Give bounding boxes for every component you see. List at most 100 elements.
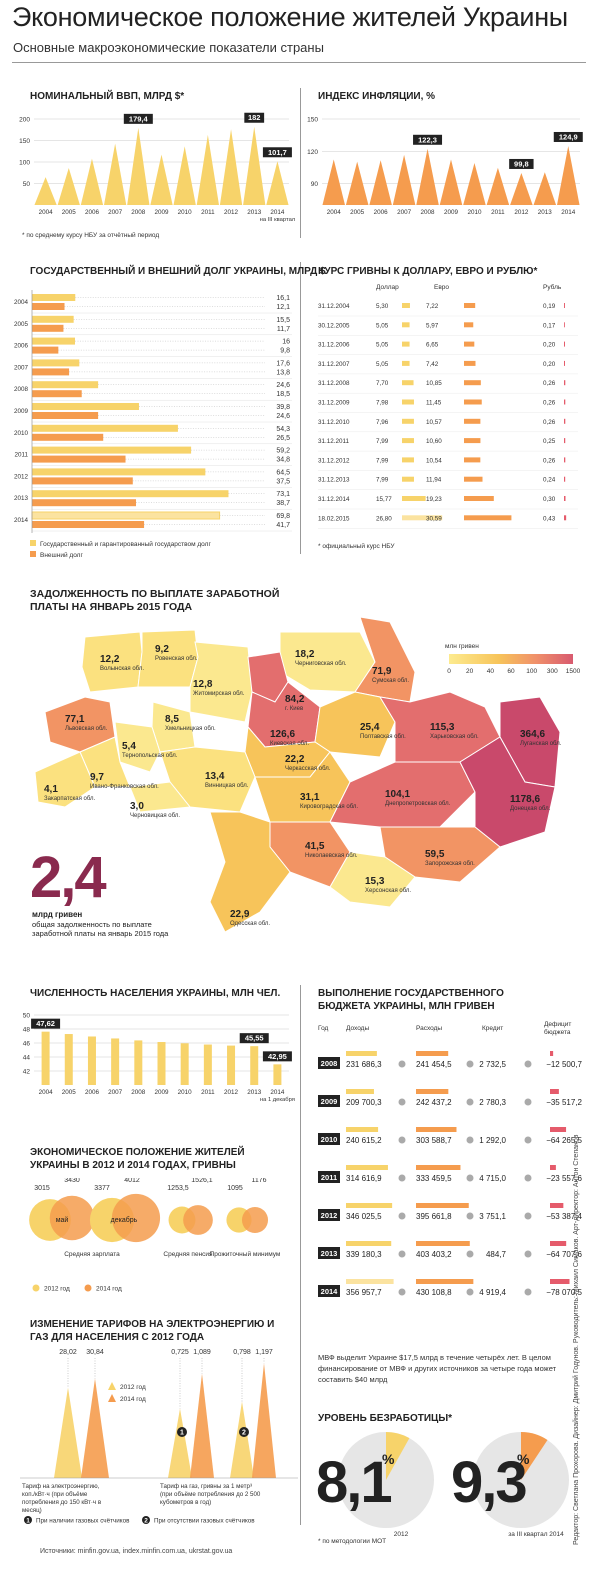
bubble-2014 — [49, 1195, 95, 1241]
minus-icon — [524, 1098, 532, 1106]
deficit-value: −35 517,2 — [546, 1098, 582, 1107]
usd-bar — [402, 418, 414, 424]
eur-bar — [464, 399, 482, 405]
minus-icon — [398, 1288, 406, 1296]
debt-legend-2: Внешний долг — [30, 551, 83, 559]
x-tick-label: 2010 — [178, 1089, 193, 1096]
column-divider — [300, 985, 301, 1525]
population-bar — [180, 1043, 189, 1085]
exchange-title: КУРС ГРИВНЫ К ДОЛЛАРУ, ЕВРО И РУБЛЮ* — [318, 266, 538, 277]
deficit-bar — [550, 1203, 564, 1208]
debt-value: 16,1 — [276, 295, 290, 302]
unemployment-slice — [386, 1432, 410, 1480]
region-name: Днепропетровская обл. — [385, 801, 451, 807]
debt-value: 34,8 — [276, 457, 290, 464]
group-name: Средняя зарплата — [64, 1251, 120, 1258]
debt-bar — [32, 294, 76, 301]
year-label: 2012 — [14, 473, 29, 480]
legend-unit: млн гривен — [445, 643, 479, 650]
date-label: 30.12.2005 — [318, 322, 350, 329]
legend-label: 2012 год — [120, 1384, 146, 1391]
expense-value: 333 459,5 — [416, 1174, 452, 1183]
y-tick-label: 44 — [23, 1055, 31, 1062]
region-name: Киевская обл. — [270, 741, 309, 747]
legend-tick: 60 — [507, 668, 515, 675]
debt-bar — [32, 412, 99, 419]
debt-value: 39,8 — [276, 404, 290, 411]
credit-value: 4 715,0 — [479, 1174, 506, 1183]
x-tick-label: 2006 — [374, 209, 389, 216]
date-label: 31.12.2007 — [318, 361, 350, 368]
debt-value: 18,5 — [276, 391, 290, 398]
year-label: 2014 — [14, 517, 29, 524]
population-bar — [134, 1040, 143, 1085]
callout-label: 101,7 — [268, 148, 287, 157]
unemployment-footnote: * по методологии МОТ — [318, 1538, 387, 1545]
x-tick-label: 2004 — [327, 209, 342, 216]
year-label: 2007 — [14, 364, 29, 371]
region-value: 126,6 — [270, 729, 295, 740]
rub-value: 0,20 — [543, 342, 556, 349]
region-value: 5,4 — [122, 741, 136, 752]
usd-value: 7,99 — [376, 457, 389, 464]
region-shape — [189, 641, 253, 723]
expense-value: 430 108,8 — [416, 1288, 452, 1297]
region-value: 9,7 — [90, 772, 104, 783]
unemployment-caption: 2012 — [394, 1531, 409, 1538]
x-tick-label: 2013 — [247, 1089, 262, 1096]
x-tick-label: 2007 — [108, 1089, 123, 1096]
value-spike — [34, 177, 57, 205]
x-tick-label: 2004 — [39, 209, 54, 216]
minus-icon — [466, 1250, 474, 1258]
y-tick-label: 150 — [19, 138, 30, 145]
year-badge — [318, 1095, 340, 1107]
deficit-value: −78 070,5 — [546, 1288, 582, 1297]
column-header: Доллар — [376, 284, 399, 291]
total-arrears-desc: общая задолженность по выплате заработно… — [32, 920, 169, 938]
legend-label: Внешний долг — [40, 552, 83, 559]
value-spike — [510, 172, 533, 205]
rub-value: 0,30 — [543, 496, 556, 503]
legend-label: Государственный и гарантированный госуда… — [40, 541, 211, 548]
x-tick-label: 2007 — [108, 209, 123, 216]
region-name: Винницкая обл. — [205, 783, 249, 789]
callout-box — [553, 131, 583, 142]
year-badge — [318, 1133, 340, 1145]
region-name: Херсонская обл. — [365, 888, 411, 894]
eur-value: 30,59 — [426, 515, 442, 522]
debt-bar — [32, 424, 178, 432]
callout-label: 47,62 — [36, 1019, 55, 1028]
region-name: Тернопольская обл. — [122, 753, 178, 759]
rub-bar — [564, 399, 566, 405]
region-name: Львовская обл. — [65, 726, 108, 732]
debt-bar — [32, 446, 192, 454]
income-bar — [346, 1089, 374, 1094]
rub-bar — [564, 515, 567, 521]
region-name: Черкасская обл. — [285, 766, 331, 772]
year-badge — [318, 1057, 340, 1069]
expense-value: 403 403,2 — [416, 1250, 452, 1259]
date-label: 18.02.2015 — [318, 515, 350, 522]
debt-bar — [32, 455, 126, 463]
exchange-table: Доллар Евро Рубль 31.12.2004 5,30 7,22 0,19 30.… — [318, 283, 578, 529]
expense-value: 241 454,5 — [416, 1060, 452, 1069]
callout-label: 42,95 — [268, 1052, 287, 1061]
value-spike — [463, 162, 486, 205]
marker-number: 2 — [242, 1430, 246, 1437]
callout-label: 182 — [248, 113, 261, 122]
eur-value: 19,23 — [426, 496, 442, 503]
year-badge — [318, 1171, 340, 1183]
bubble-value: 1176 — [251, 1178, 266, 1184]
region-value: 18,2 — [295, 649, 315, 660]
map-title: ЗАДОЛЖЕННОСТЬ ПО ВЫПЛАТЕ ЗАРАБОТНОЙ ПЛАТ… — [30, 588, 280, 613]
y-tick-label: 100 — [19, 160, 30, 167]
rub-value: 0,17 — [543, 322, 556, 329]
x-tick-label: 2005 — [62, 209, 77, 216]
region-name: Волынская обл. — [100, 666, 144, 672]
usd-bar — [402, 360, 410, 366]
tariff-spike — [252, 1363, 276, 1478]
unemployment-value: 9,3 — [451, 1450, 526, 1515]
debt-bar — [32, 381, 99, 389]
income-value: 240 615,2 — [346, 1136, 382, 1145]
y-tick-label: 200 — [19, 117, 30, 124]
